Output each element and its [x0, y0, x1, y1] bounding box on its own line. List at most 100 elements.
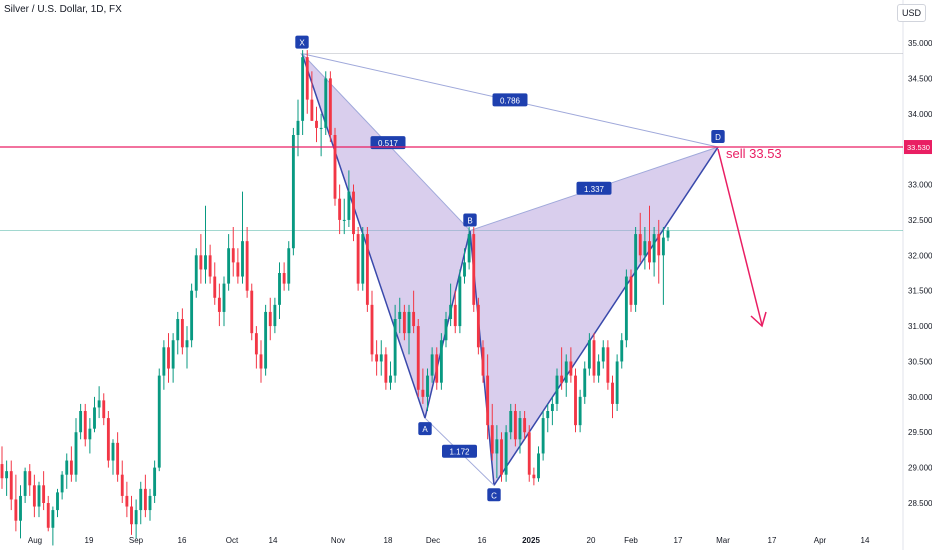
- candle-body: [319, 127, 323, 129]
- y-tick-label: 31.500: [908, 287, 932, 296]
- point-label-x: X: [299, 39, 305, 48]
- y-tick-label: 28.500: [908, 499, 932, 508]
- candle-body: [333, 135, 337, 199]
- candle-body: [453, 304, 457, 327]
- x-tick-label: 19: [85, 536, 94, 545]
- candle-body: [467, 234, 471, 263]
- candle-body: [125, 495, 129, 507]
- x-tick-label: 16: [478, 536, 487, 545]
- candle-body: [481, 347, 485, 376]
- candle-body: [601, 347, 605, 362]
- candle-body: [93, 407, 96, 429]
- candle-body: [236, 262, 240, 277]
- candle-body: [148, 495, 152, 511]
- candle-body: [389, 375, 392, 383]
- candle-body: [500, 439, 503, 475]
- candle-body: [9, 471, 13, 500]
- candle-body: [315, 120, 318, 128]
- price-tag-bg: [904, 140, 932, 155]
- candle-body: [291, 135, 295, 249]
- candle-body: [14, 499, 18, 521]
- candle-body: [213, 276, 217, 298]
- candle-body: [356, 234, 360, 284]
- point-label-b: B: [467, 217, 472, 226]
- candle-body: [28, 471, 32, 486]
- candle-body: [513, 411, 517, 440]
- x-tick-label: 14: [269, 536, 278, 545]
- candle-body: [398, 311, 402, 319]
- candle-body: [51, 510, 55, 528]
- candle-body: [509, 411, 513, 433]
- candle-body: [634, 234, 638, 305]
- candle-body: [375, 354, 379, 362]
- candle-body: [241, 241, 244, 277]
- y-tick-label: 34.500: [908, 74, 932, 83]
- point-label-x-bg: [295, 35, 309, 49]
- candle-body: [106, 418, 110, 461]
- candle-body: [74, 432, 78, 475]
- sell-arrow-head: [750, 311, 767, 328]
- candle-body: [504, 432, 508, 475]
- y-tick-label: 35.000: [908, 39, 932, 48]
- candle-body: [46, 503, 50, 528]
- candle-body: [583, 368, 587, 397]
- candle-body: [153, 467, 157, 496]
- candle-body: [264, 311, 268, 369]
- candle-body: [495, 439, 499, 454]
- ratio-label-xd: 0.786: [500, 96, 521, 105]
- candle-body: [560, 375, 564, 383]
- candle-body: [592, 340, 596, 376]
- candle-body: [615, 361, 619, 404]
- candle-body: [310, 99, 314, 121]
- candle-body: [199, 255, 203, 270]
- y-grid-labels: 28.500 29.000 29.500 30.000 30.500 31.000 31.5…: [902, 0, 932, 550]
- candle-body: [83, 411, 87, 440]
- y-tick-label: 31.000: [908, 322, 932, 331]
- candle-body: [412, 311, 416, 327]
- y-tick-label: 30.000: [908, 393, 932, 402]
- candle-body: [328, 78, 332, 135]
- candle-body: [217, 297, 221, 312]
- candle-body: [620, 340, 624, 362]
- candle-body: [282, 273, 286, 284]
- y-tick-label: 33.000: [908, 181, 932, 190]
- ratio-label-xd-bg: [492, 93, 528, 107]
- candle-body: [523, 418, 527, 433]
- candle-body: [194, 255, 198, 291]
- point-label-b-bg: [463, 213, 477, 227]
- candles: [0, 50, 670, 546]
- candle-body: [176, 319, 180, 341]
- candle-body: [204, 255, 207, 270]
- candle-body: [338, 198, 342, 220]
- candle-body: [268, 311, 272, 327]
- x-tick-label: 17: [768, 536, 777, 545]
- candle-body: [490, 425, 494, 454]
- x-tick-label: 16: [178, 536, 187, 545]
- candle-body: [569, 361, 573, 376]
- candle-body: [421, 389, 425, 397]
- candle-body: [555, 375, 559, 404]
- candle-body: [111, 442, 115, 461]
- point-label-c-bg: [487, 488, 501, 502]
- point-label-d: D: [715, 133, 721, 142]
- candle-body: [79, 411, 83, 433]
- candle-body: [227, 248, 231, 284]
- candle-body: [407, 311, 411, 334]
- currency-button[interactable]: USD: [896, 4, 926, 22]
- candle-body: [365, 234, 369, 305]
- candle-body: [629, 276, 633, 305]
- candle-body: [245, 241, 249, 291]
- point-label-a: A: [422, 425, 428, 434]
- candle-body: [19, 495, 22, 521]
- candle-body: [69, 460, 73, 475]
- candle-body: [180, 319, 184, 348]
- candle-body: [352, 191, 355, 235]
- candle-body: [88, 428, 92, 440]
- ratio-label-ac-bg: [442, 444, 477, 458]
- candle-body: [120, 474, 124, 496]
- x-axis-labels: Aug 19 Sep 16 Oct 14 Nov 18 Dec 16 2025 20 Feb 17 Mar 1…: [28, 536, 870, 545]
- candle-body: [171, 340, 175, 369]
- candle-body: [278, 273, 281, 305]
- candle-body: [379, 354, 383, 362]
